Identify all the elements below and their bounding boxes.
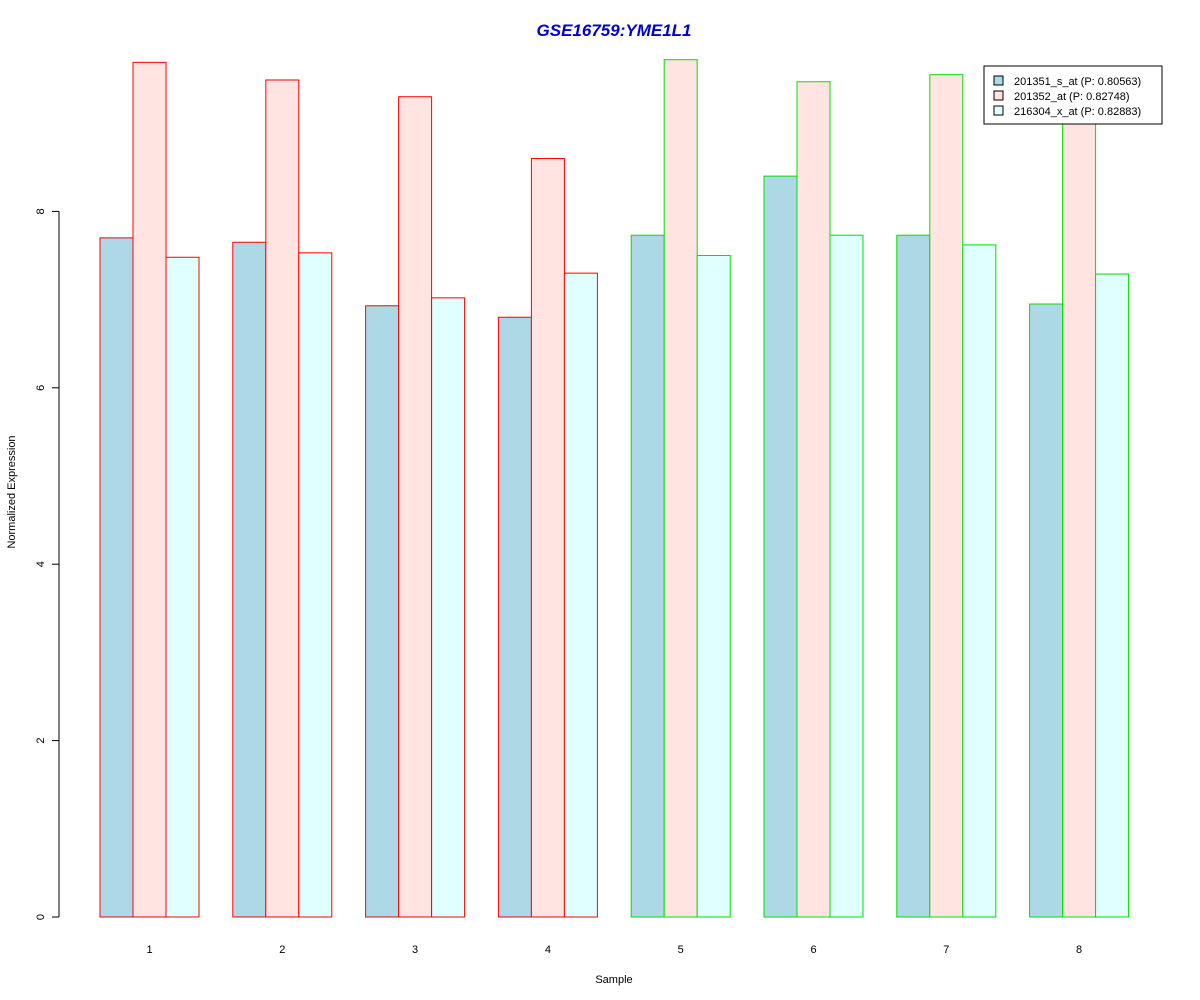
legend: 201351_s_at (P: 0.80563) 201352_at (P: 0.… (983, 65, 1163, 125)
x-tick-label: 6 (810, 944, 816, 956)
legend-label: 216304_x_at (P: 0.82883) (1014, 106, 1141, 118)
x-tick-label: 2 (279, 944, 285, 956)
bar-sample-8-series-2 (1062, 109, 1097, 918)
bar-sample-2-series-2 (265, 79, 300, 918)
y-tick-label: 6 (35, 385, 47, 391)
x-tick-label: 1 (146, 944, 152, 956)
bar-sample-3-series-3 (431, 297, 466, 918)
y-axis-label: Normalized Expression (6, 435, 18, 548)
bar-sample-1-series-3 (165, 256, 200, 918)
x-tick-label: 7 (943, 944, 949, 956)
x-tick-label: 8 (1076, 944, 1082, 956)
legend-swatch (993, 90, 1004, 101)
y-tick-label: 2 (35, 738, 47, 744)
bar-sample-4-series-1 (497, 316, 532, 918)
legend-swatch (993, 105, 1004, 116)
bar-sample-7-series-3 (962, 244, 997, 918)
bar-sample-2-series-3 (298, 252, 333, 918)
bars-layer (99, 59, 1130, 918)
bar-sample-3-series-1 (365, 305, 400, 918)
chart-title: GSE16759:YME1L1 (537, 21, 692, 40)
bar-sample-5-series-2 (663, 59, 698, 918)
bar-sample-6-series-3 (829, 234, 864, 918)
y-axis: 0 2 4 6 8 (35, 208, 60, 920)
bar-sample-1-series-2 (132, 61, 167, 918)
x-tick-label: 3 (412, 944, 418, 956)
bar-sample-5-series-3 (696, 255, 731, 918)
y-tick-label: 8 (35, 208, 47, 214)
bar-sample-7-series-2 (929, 74, 964, 918)
legend-box (983, 65, 1163, 125)
bar-sample-1-series-1 (99, 237, 134, 918)
y-tick-label: 4 (35, 561, 47, 567)
bar-sample-5-series-1 (630, 234, 665, 918)
bar-sample-4-series-2 (530, 157, 565, 918)
x-tick-label: 5 (678, 944, 684, 956)
legend-swatch (993, 75, 1004, 86)
x-tick-label: 4 (545, 944, 551, 956)
y-tick-label: 0 (35, 914, 47, 920)
bar-sample-6-series-2 (796, 81, 831, 918)
legend-label: 201351_s_at (P: 0.80563) (1014, 76, 1141, 88)
bar-sample-8-series-1 (1029, 303, 1064, 918)
bar-sample-4-series-3 (563, 272, 598, 918)
x-axis-label: Sample (595, 974, 632, 986)
bar-sample-7-series-1 (896, 234, 931, 918)
bar-sample-8-series-3 (1095, 273, 1130, 918)
legend-label: 201352_at (P: 0.82748) (1014, 91, 1130, 103)
bar-sample-6-series-1 (763, 175, 798, 918)
bar-sample-2-series-1 (232, 241, 267, 918)
x-axis: 1 2 3 4 5 6 7 8 (146, 944, 1082, 956)
bar-sample-3-series-2 (398, 96, 433, 918)
